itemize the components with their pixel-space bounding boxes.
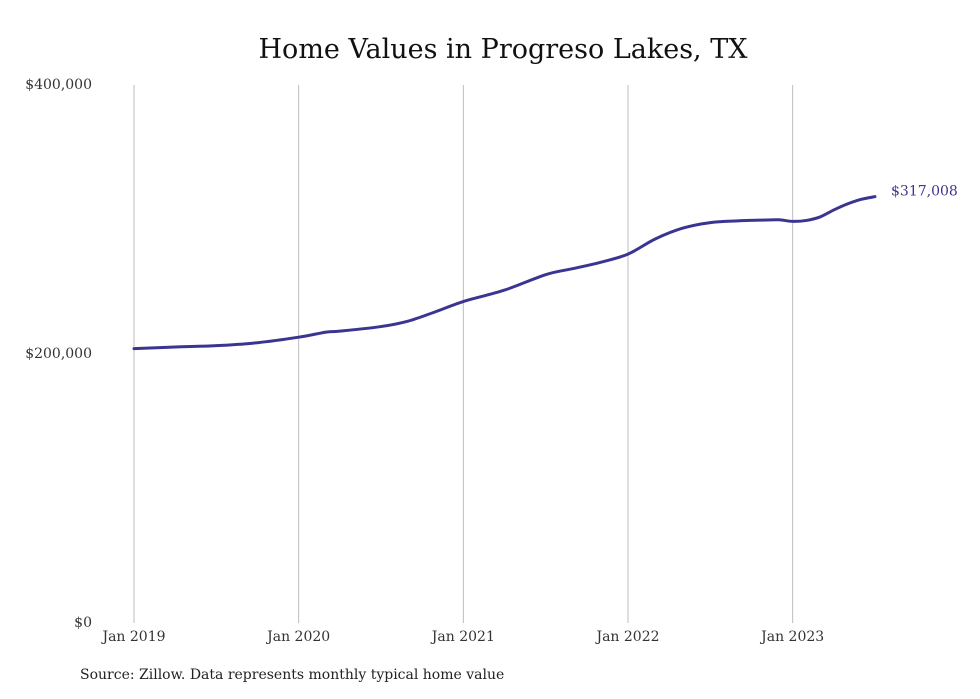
x-tick-label-0: Jan 2019 — [100, 629, 165, 645]
series-layer: $317,008 — [132, 184, 958, 351]
x-axis-tick-labels: Jan 2019 Jan 2020 Jan 2021 Jan 2022 Jan 2023 — [100, 629, 824, 645]
series-line-0 — [132, 195, 877, 351]
y-tick-label-0: $0 — [74, 615, 92, 631]
end-value-label-0: $317,008 — [891, 184, 958, 200]
y-tick-label-2: $400,000 — [25, 77, 92, 93]
gridlines — [133, 85, 794, 623]
x-tick-label-3: Jan 2022 — [594, 629, 659, 645]
y-axis-tick-labels: $0 $200,000 $400,000 — [25, 77, 92, 631]
x-tick-label-2: Jan 2021 — [430, 629, 495, 645]
x-tick-label-1: Jan 2020 — [265, 629, 330, 645]
source-note: Source: Zillow. Data represents monthly … — [80, 667, 505, 683]
x-tick-label-4: Jan 2023 — [759, 629, 824, 645]
chart-title: Home Values in Progreso Lakes, TX — [259, 34, 749, 65]
y-tick-label-1: $200,000 — [25, 346, 92, 362]
